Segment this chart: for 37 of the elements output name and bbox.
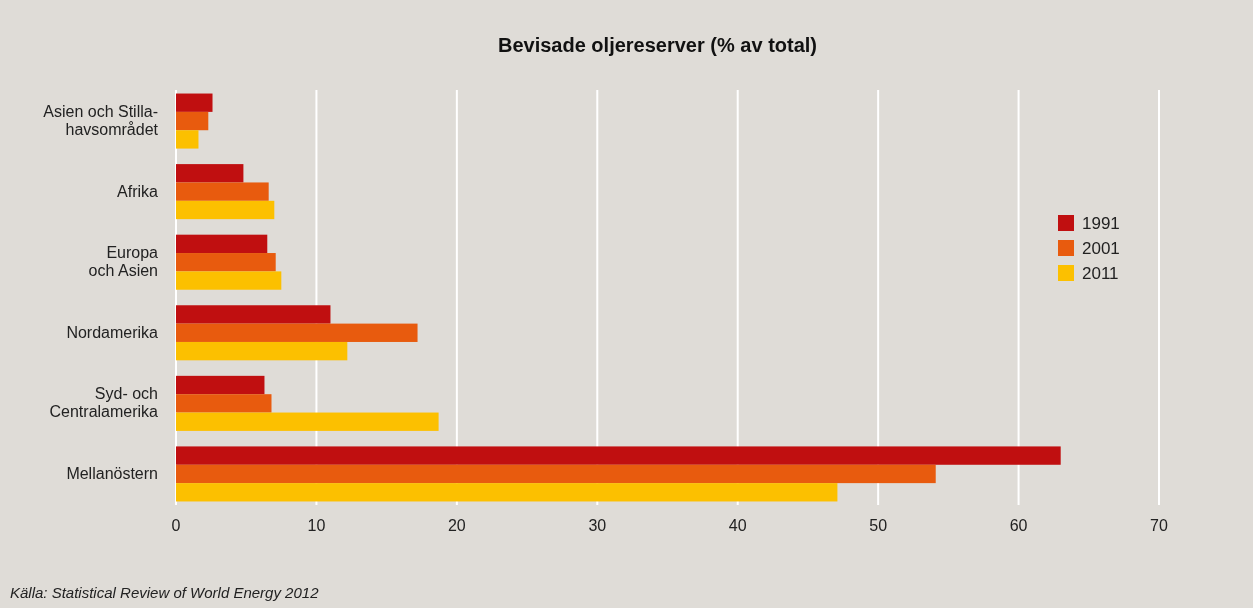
x-tick-label: 20 — [447, 517, 466, 534]
y-tick-label: Nordamerika — [66, 323, 159, 341]
bar — [176, 200, 275, 220]
y-tick-label: Europa och Asien — [88, 244, 159, 280]
x-tick-label: 0 — [171, 517, 181, 534]
y-tick-label: Mellanöstern — [66, 464, 158, 482]
bar — [176, 412, 439, 431]
x-tick-label: 40 — [728, 517, 747, 534]
bar — [176, 234, 268, 254]
x-tick-label: 50 — [869, 517, 888, 534]
bar — [176, 111, 209, 131]
y-tick-label: Afrika — [117, 182, 159, 200]
bar — [176, 446, 1061, 465]
bar — [176, 305, 331, 324]
x-tick-label: 30 — [588, 517, 607, 534]
bar — [176, 253, 276, 272]
bar — [176, 394, 272, 413]
legend-label: 2011 — [1082, 264, 1119, 283]
legend-label: 1991 — [1082, 214, 1120, 233]
bar — [176, 271, 282, 290]
bar — [176, 375, 265, 395]
legend-label: 2001 — [1082, 239, 1120, 258]
bar — [176, 323, 418, 342]
bar — [176, 182, 269, 201]
bar — [176, 164, 244, 183]
x-tick-label: 60 — [1009, 517, 1028, 534]
text: Källa: Statistical Review of World Energy 2012 — [10, 584, 320, 601]
bar — [176, 464, 936, 484]
chart-title: Bevisade oljereserver (% av total) — [497, 34, 818, 56]
y-tick-label: Asien och Stilla- havsområdet — [43, 103, 159, 139]
x-tick-label: 70 — [1150, 517, 1168, 534]
bar — [176, 341, 348, 361]
bar — [176, 93, 213, 112]
bar — [176, 483, 838, 502]
bar — [176, 130, 199, 149]
x-tick-label: 10 — [307, 517, 326, 534]
y-tick-label: Syd- och Centralamerika — [49, 385, 159, 421]
